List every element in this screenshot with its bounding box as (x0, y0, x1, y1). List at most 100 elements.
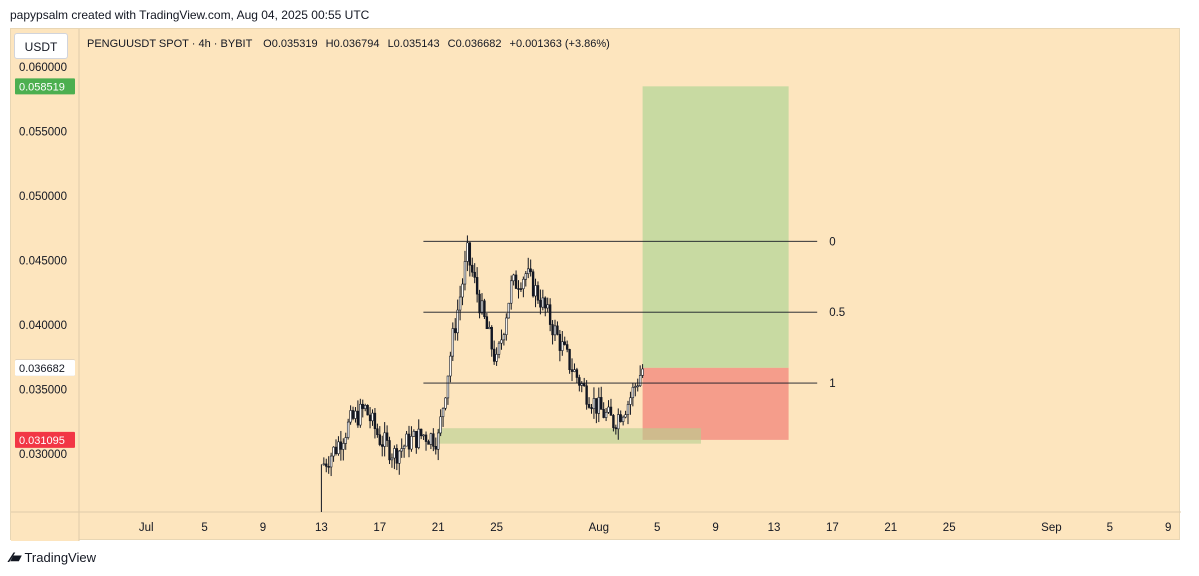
demand-zone (438, 428, 701, 444)
candle-body (573, 369, 576, 372)
legend-low: L0.035143 (387, 38, 440, 50)
candle-body (441, 407, 445, 418)
candle-body (502, 334, 506, 341)
candle-body (507, 302, 510, 319)
fib-level-label: 0.5 (829, 307, 845, 319)
candle-body (444, 397, 447, 409)
x-tick-label: 17 (373, 522, 386, 534)
candle-body (429, 433, 433, 445)
candle-body (402, 445, 406, 449)
candle-body (415, 430, 418, 448)
candle-body (641, 368, 644, 376)
candle-body (454, 328, 457, 334)
y-tick-label: 0.060000 (19, 62, 67, 74)
y-tick-label: 0.055000 (19, 127, 67, 139)
candle-body (417, 428, 420, 448)
candle-body (561, 341, 564, 351)
candle-body (580, 383, 583, 386)
candle-body (412, 430, 416, 437)
watermark-header: papypsalm created with TradingView.com, … (10, 8, 370, 22)
candle-body (638, 375, 642, 387)
candle-body (495, 353, 498, 362)
candle-body (609, 406, 613, 416)
candle-body (434, 445, 437, 450)
x-tick-label: 9 (260, 522, 266, 534)
candle-body (346, 421, 350, 438)
candle-body (390, 457, 394, 461)
fib-level-label: 1 (829, 378, 835, 390)
candle-body (395, 448, 399, 464)
x-tick-label: 17 (826, 522, 839, 534)
candle-body (592, 398, 596, 410)
candle-body (578, 377, 581, 386)
fib-level-label: 0 (829, 236, 835, 248)
candle-body (529, 268, 532, 273)
candle-body (381, 444, 384, 447)
x-tick-label: 25 (943, 522, 956, 534)
candle-body (478, 293, 481, 314)
legend-interval: 4h (198, 38, 211, 50)
legend-close: C0.036682 (447, 38, 502, 50)
candle-body (366, 405, 369, 416)
x-tick-label: Sep (1041, 522, 1061, 534)
candle-body (385, 432, 389, 441)
candle-body (500, 339, 503, 344)
currency-selector[interactable]: USDT (14, 33, 68, 59)
candle-body (629, 397, 632, 405)
candle-body (522, 278, 525, 290)
legend-high: H0.036794 (325, 38, 380, 50)
candle-body (456, 309, 459, 334)
y-tick-label: 0.030000 (19, 449, 67, 461)
candle-body (570, 369, 574, 372)
candle-body (468, 242, 472, 266)
y-tick-label: 0.040000 (19, 320, 67, 332)
candle-body (488, 326, 491, 330)
candle-body (517, 288, 520, 290)
candle-body (356, 410, 360, 426)
candle-body (585, 385, 588, 405)
candle-body (424, 434, 428, 442)
candle-body (471, 264, 474, 273)
candle-body (595, 398, 598, 414)
candle-body (400, 448, 403, 452)
candle-body (410, 435, 413, 450)
x-tick-label: 5 (201, 522, 207, 534)
candle-body (339, 441, 343, 450)
candle-body (451, 328, 454, 357)
candle-body (354, 410, 357, 419)
candle-body (556, 325, 559, 335)
candle-body (383, 432, 386, 447)
candle-body (602, 409, 605, 418)
price-chart[interactable]: 0.060000 0.055000 0.050000 0.045000 0.040000… (11, 29, 1181, 541)
x-tick-label: 21 (432, 522, 445, 534)
candle-body (619, 414, 622, 422)
candle-body (607, 406, 610, 413)
candle-body (342, 443, 345, 450)
candle-body (419, 428, 423, 437)
take-profit-zone (642, 86, 789, 368)
candle-body (544, 297, 547, 309)
candle-body (325, 463, 328, 467)
candle-body (449, 355, 452, 377)
candle-body (376, 428, 379, 436)
candle-body (436, 432, 440, 450)
chart-panel[interactable]: 0.060000 0.055000 0.050000 0.045000 0.040000… (10, 28, 1181, 541)
candle-body (563, 341, 566, 345)
x-tick-label: 9 (1165, 522, 1171, 534)
candle-body (398, 450, 401, 464)
footer-brand: TradingView (24, 550, 96, 565)
candle-body (604, 411, 608, 418)
price-badge-label: 0.058519 (19, 81, 65, 93)
candle-body (327, 466, 330, 468)
candle-body (626, 404, 630, 415)
candle-body (524, 273, 528, 280)
candle-body (492, 348, 496, 362)
candle-body (551, 324, 554, 336)
x-tick-label: 9 (712, 522, 718, 534)
candle-body (363, 405, 367, 409)
price-badge-label: 0.036682 (19, 363, 65, 375)
candle-body (590, 407, 593, 410)
candle-body (512, 274, 515, 282)
candle-body (490, 326, 493, 350)
candle-body (458, 296, 462, 311)
